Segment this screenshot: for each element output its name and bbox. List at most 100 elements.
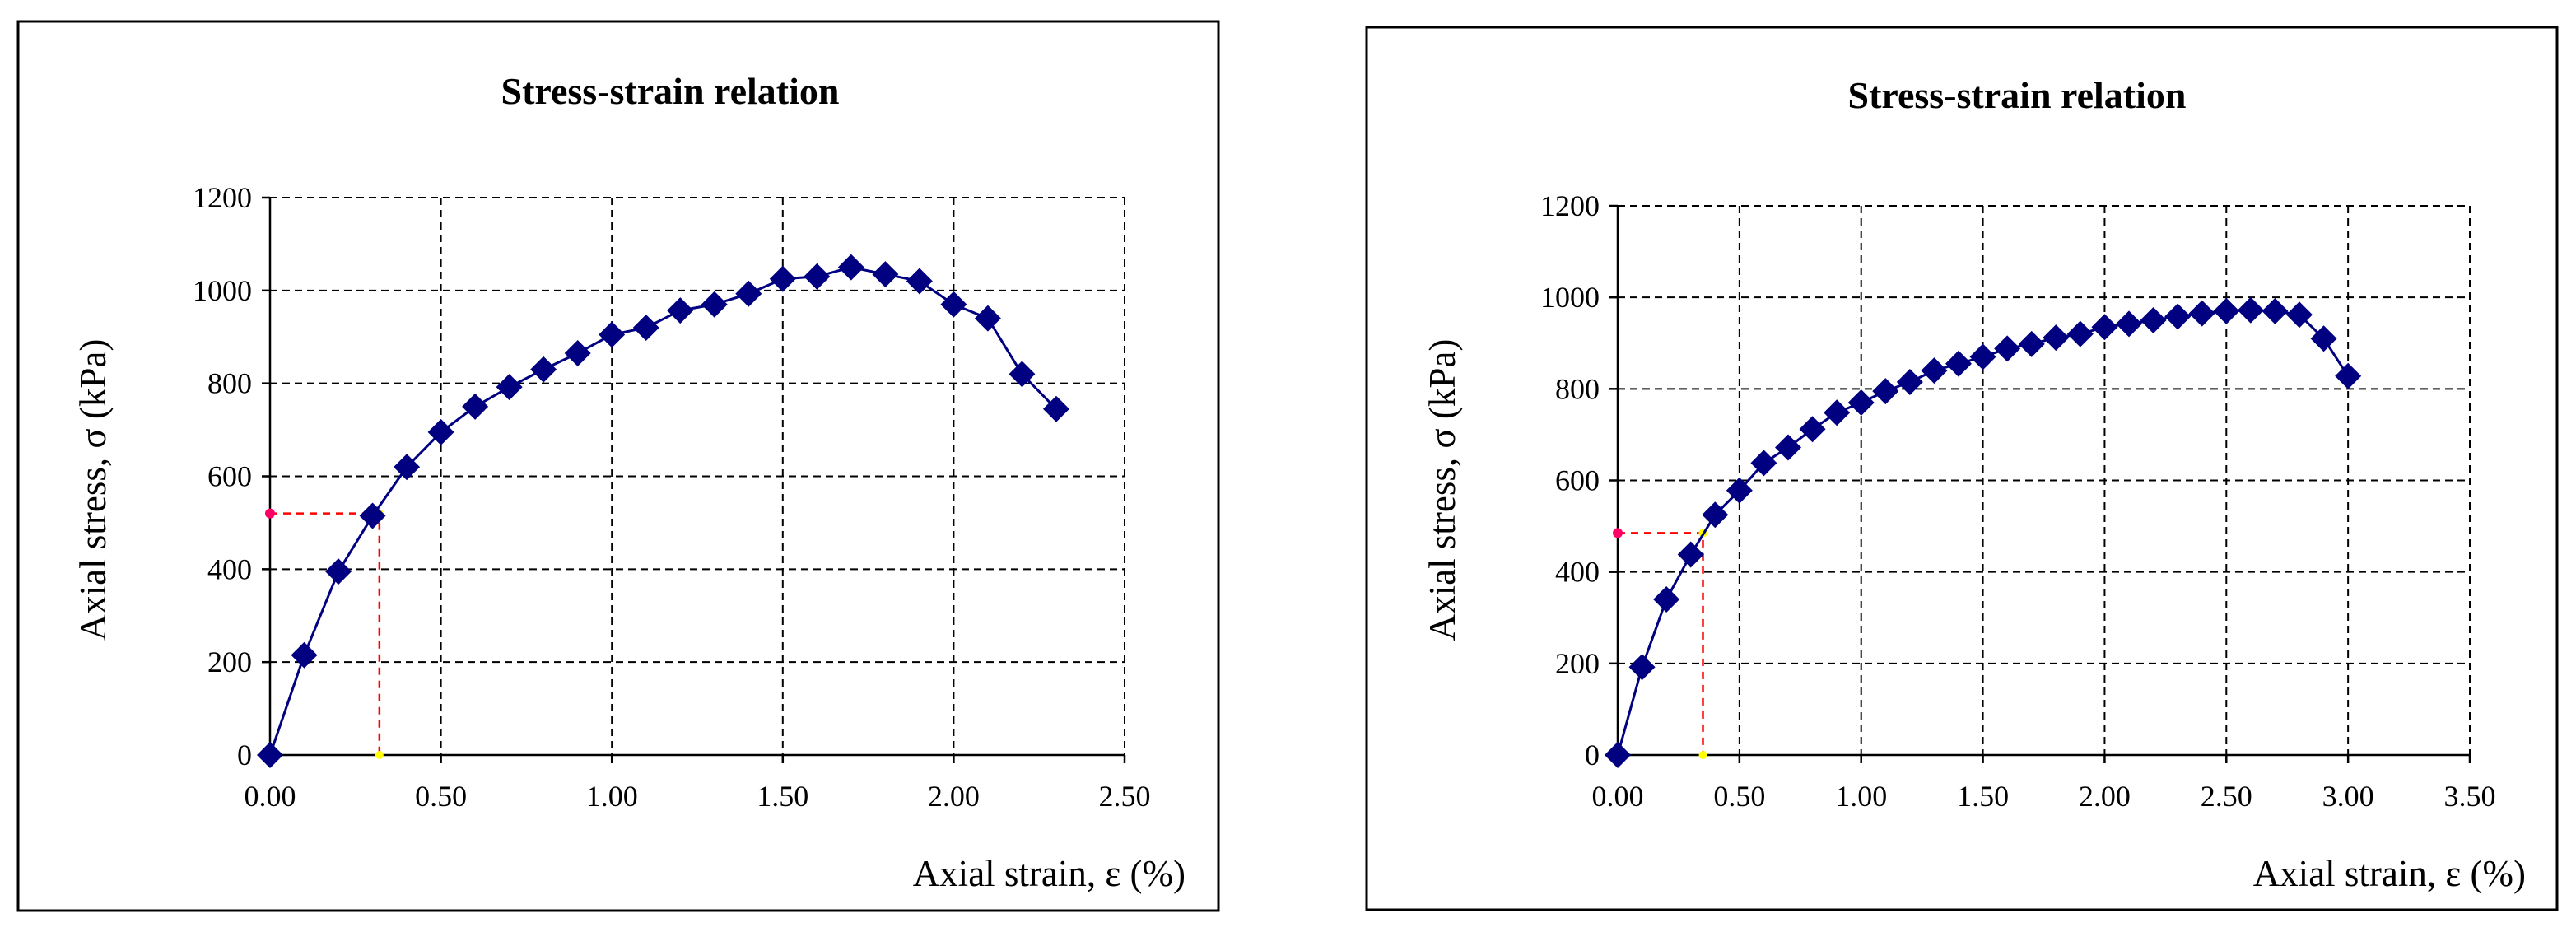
- chart-2-data-point: [1969, 343, 1996, 370]
- chart-2-data-point: [2286, 301, 2313, 329]
- chart-2-data-point: [2335, 362, 2362, 389]
- chart-1-y-tick-label: 400: [207, 552, 252, 585]
- chart-2-y-tick-label: 800: [1555, 372, 1600, 405]
- chart-2-data-point: [1945, 350, 1972, 377]
- chart-2-x-tick-label: 2.50: [2201, 780, 2252, 813]
- chart-1-data-point: [496, 374, 523, 401]
- chart-1-data-point: [462, 393, 489, 420]
- chart-1-data-point: [394, 454, 421, 481]
- chart-2-x-tick-label: 3.00: [2322, 780, 2374, 813]
- chart-2-data-point: [2237, 296, 2264, 324]
- chart-2-data-point: [2188, 300, 2215, 327]
- chart-2-guide-point-x: [1698, 751, 1707, 759]
- chart-2-guide-point-y: [1613, 528, 1623, 538]
- chart-2-data-point: [1702, 501, 1729, 529]
- chart-1-data-point: [530, 356, 557, 383]
- chart-2-data-point: [1994, 335, 2021, 362]
- chart-2-data-point: [1872, 378, 1899, 405]
- chart-2-data-point: [1896, 368, 1923, 395]
- chart-1-data-point: [632, 314, 659, 341]
- chart-1-frame: [16, 20, 1220, 912]
- chart-1-data-point: [325, 558, 352, 585]
- chart-2-y-tick-label: 600: [1555, 464, 1600, 497]
- chart-1-x-axis-label: Axial strain, ε (%): [913, 853, 1186, 894]
- chart-2-x-tick-label: 0.00: [1592, 780, 1644, 813]
- chart-2-y-tick-label: 0: [1585, 739, 1600, 771]
- chart-1-data-point: [1009, 361, 1036, 388]
- chart-2-data-point: [2310, 325, 2337, 352]
- chart-1: Stress-strain relation 0.00 0.50 1.00 1.50 2…: [16, 20, 1220, 912]
- chart-1-title: Stress-strain relation: [501, 70, 840, 112]
- chart-2-data-point: [1750, 450, 1777, 477]
- chart-2-data-point: [2091, 314, 2118, 341]
- chart-1-data-point: [804, 263, 831, 290]
- chart-1-data-point: [769, 265, 796, 292]
- chart-2-data-point: [1677, 541, 1704, 568]
- chart-2-y-tick-label: 400: [1555, 556, 1600, 589]
- chart-2-frame: [1365, 26, 2559, 911]
- chart-2-y-tick-label: 1000: [1540, 281, 1600, 314]
- chart-2-y-axis-label: Axial stress, σ (kPa): [1422, 339, 1463, 641]
- chart-2-data-point: [1726, 477, 1753, 504]
- chart-1-y-tick-label: 1200: [193, 181, 252, 214]
- chart-1-x-tick-label: 1.50: [757, 780, 808, 813]
- chart-2-data-point: [1628, 654, 1656, 681]
- chart-1-x-tick-label: 0.50: [415, 780, 467, 813]
- chart-2-data-point: [2164, 303, 2192, 330]
- chart-2-data-point: [2018, 330, 2045, 357]
- chart-2-y-tick-label: 200: [1555, 647, 1600, 680]
- chart-2-data-point: [1775, 434, 1801, 461]
- chart-2-data-point: [2213, 297, 2240, 324]
- chart-1-data-point: [701, 291, 728, 318]
- chart-1-data-point: [667, 297, 694, 324]
- chart-2-data-point: [1824, 399, 1851, 426]
- chart-1-y-tick-label: 600: [207, 460, 252, 493]
- chart-1-data-point: [359, 502, 386, 529]
- chart-2-title: Stress-strain relation: [1848, 74, 2187, 116]
- chart-2-data-point: [2066, 320, 2094, 347]
- chart-2-data-point: [1847, 389, 1875, 417]
- chart-2-plot: 0.00 0.50 1.00 1.50 2.00 2.50 3.00 3.50 0 200 400 6…: [1540, 189, 2496, 813]
- chart-2-data-point: [2262, 297, 2289, 324]
- chart-1-y-tick-label: 0: [237, 739, 252, 771]
- chart-1-y-axis-label: Axial stress, σ (kPa): [72, 339, 114, 641]
- chart-1-x-tick-label: 2.00: [928, 780, 980, 813]
- chart-1-y-tick-label: 800: [207, 367, 252, 400]
- chart-2-x-tick-label: 3.50: [2444, 780, 2496, 813]
- chart-2-x-axis-label: Axial strain, ε (%): [2253, 853, 2526, 894]
- chart-2-data-point: [1653, 586, 1680, 613]
- chart-1-data-point: [564, 339, 591, 366]
- chart-2-x-tick-label: 0.50: [1713, 780, 1765, 813]
- chart-1-guide-point-x: [375, 751, 384, 759]
- chart-1-data-point: [599, 321, 626, 348]
- chart-1-y-tick-label: 200: [207, 645, 252, 678]
- chart-1-data-point: [906, 268, 933, 295]
- chart-1-data-point: [257, 742, 283, 768]
- chart-1-data-point: [427, 418, 454, 445]
- chart-2-data-point: [2140, 306, 2167, 333]
- chart-1-x-tick-label: 2.50: [1099, 780, 1151, 813]
- chart-2-data-point: [2043, 324, 2070, 352]
- chart-2-y-tick-label: 1200: [1540, 189, 1600, 222]
- chart-1-guide-point-y: [265, 508, 275, 519]
- chart-1-x-tick-label: 1.00: [586, 780, 638, 813]
- chart-2-x-tick-label: 1.00: [1835, 780, 1887, 813]
- chart-2-data-point: [1605, 742, 1631, 768]
- chart-2-x-tick-label: 1.50: [1957, 780, 2009, 813]
- chart-2-x-tick-label: 2.00: [2079, 780, 2131, 813]
- chart-1-x-tick-label: 0.00: [245, 780, 296, 813]
- chart-1-data-point: [872, 261, 899, 288]
- chart-1-data-point: [974, 305, 1001, 332]
- chart-2-data-point: [1921, 357, 1948, 384]
- chart-1-plot: 0.00 0.50 1.00 1.50 2.00 2.50 0 200 400 600 800 100…: [193, 181, 1151, 813]
- chart-1-data-point: [735, 280, 762, 307]
- chart-1-data-point: [291, 641, 318, 669]
- chart-1-y-tick-label: 1000: [193, 274, 252, 307]
- chart-1-data-point: [1042, 395, 1069, 422]
- chart-1-data-point: [940, 291, 967, 318]
- chart-2-data-point: [1799, 416, 1826, 443]
- chart-2: Stress-strain relation 0.00 0.50 1.00 1.50 2…: [1365, 26, 2559, 911]
- chart-2-data-point: [2116, 310, 2142, 338]
- chart-1-data-point: [837, 254, 864, 281]
